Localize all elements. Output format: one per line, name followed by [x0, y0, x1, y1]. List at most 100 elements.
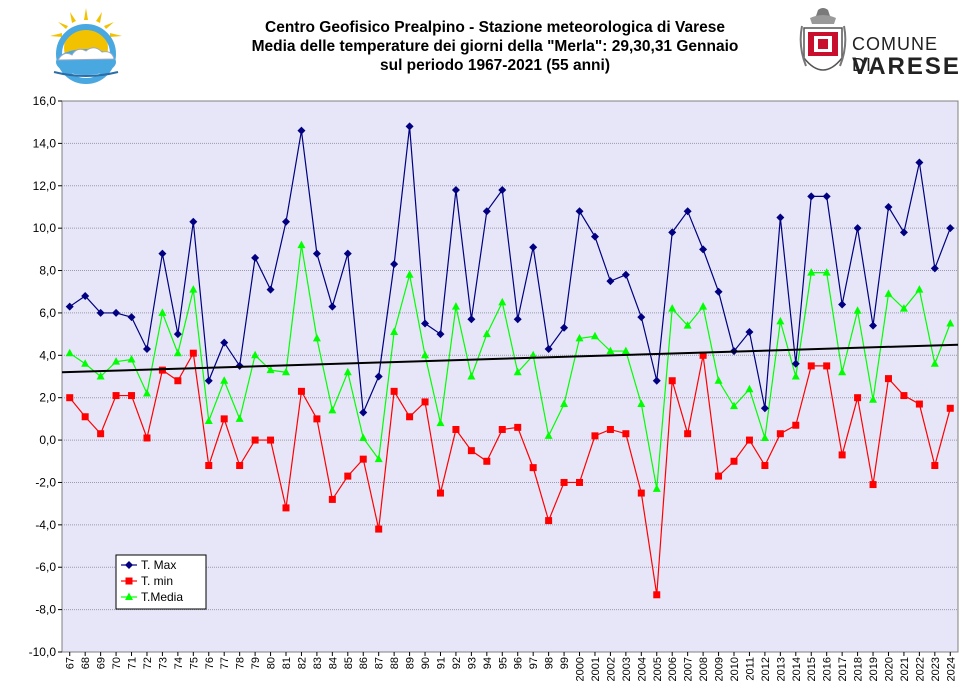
title-line-2: Media delle temperature dei giorni della… [251, 38, 739, 55]
data-point-tmedia [652, 484, 661, 492]
data-point-tmax [560, 323, 569, 332]
data-point-tmax [590, 232, 599, 241]
data-point-tmax [467, 315, 476, 324]
data-point-tmedia [560, 399, 569, 408]
data-point-tmax [421, 319, 430, 328]
data-point-tmedia [699, 302, 708, 310]
data-point-tmedia [266, 365, 275, 374]
data-point-tmax [142, 344, 151, 353]
x-tick-label: 2003 [621, 657, 633, 681]
data-point-tmin [267, 436, 275, 444]
data-point-tmin [205, 462, 213, 470]
y-tick-label: 2,0 [39, 391, 56, 405]
x-tick-label: 78 [235, 657, 247, 669]
data-point-tmedia [791, 372, 800, 380]
data-point-tmedia [760, 433, 769, 441]
data-point-tmedia [436, 418, 445, 427]
data-point-tmax [776, 213, 785, 222]
data-point-tmedia [421, 350, 430, 359]
data-point-tmin [684, 430, 692, 438]
x-tick-label: 93 [466, 657, 478, 669]
data-point-tmin [591, 432, 599, 440]
title-line-1: Centro Geofisico Prealpino - Stazione me… [265, 19, 725, 36]
data-point-tmedia [529, 350, 538, 359]
data-point-tmin [915, 400, 923, 408]
x-tick-label: 98 [544, 657, 556, 669]
legend-marker-tmin [125, 577, 133, 585]
chart-title: Centro Geofisico Prealpino - Stazione me… [190, 18, 800, 75]
data-point-tmax [606, 277, 615, 286]
x-tick-label: 75 [188, 657, 200, 669]
x-tick-label: 68 [80, 657, 92, 669]
data-point-tmedia [142, 388, 151, 397]
data-point-tmin [807, 362, 815, 370]
data-point-tmin [483, 457, 491, 465]
x-tick-label: 87 [374, 657, 386, 669]
x-tick-label: 81 [281, 657, 293, 669]
data-point-tmin [282, 504, 290, 512]
data-point-tmedia [899, 304, 908, 312]
data-point-tmin [81, 413, 89, 421]
data-point-tmedia [328, 405, 337, 414]
comune-label: COMUNE DI [852, 34, 938, 75]
data-point-tmin [128, 392, 136, 400]
x-tick-label: 2024 [945, 657, 957, 681]
data-point-tmax [405, 122, 414, 131]
varese-crest-icon [799, 8, 847, 71]
data-point-tmax [65, 302, 74, 311]
data-point-tmin [112, 392, 120, 400]
x-tick-label: 94 [482, 657, 494, 669]
data-point-tmin [946, 404, 954, 412]
data-point-tmax [621, 270, 630, 279]
data-point-tmedia [359, 433, 368, 441]
data-point-tmax [374, 372, 383, 381]
data-point-tmax [312, 249, 321, 258]
data-point-tmax [915, 158, 924, 167]
data-point-tmin [576, 478, 584, 486]
trend-line [61, 343, 959, 374]
x-tick-label: 2002 [605, 657, 617, 681]
x-tick-label: 77 [219, 657, 231, 669]
varese-label: VARESE [852, 53, 961, 80]
x-tick-label: 2001 [590, 657, 602, 681]
y-tick-label: 0,0 [39, 433, 56, 447]
data-point-tmin [884, 375, 892, 383]
data-point-tmedia [173, 348, 182, 357]
y-tick-label: 14,0 [33, 136, 57, 150]
data-point-tmin [421, 398, 429, 406]
x-tick-label: 95 [497, 657, 509, 669]
data-point-tmax [544, 344, 553, 353]
data-point-tmax [482, 207, 491, 216]
x-tick-label: 70 [111, 657, 123, 669]
data-point-tmin [560, 478, 568, 486]
data-point-tmin [637, 489, 645, 497]
data-point-tmin [297, 387, 305, 395]
data-point-tmax [189, 217, 198, 226]
data-point-tmax [359, 408, 368, 417]
title-line-3: sul periodo 1967-2021 (55 anni) [379, 57, 610, 74]
data-point-tmax [158, 249, 167, 258]
data-point-tmin [328, 495, 336, 503]
data-point-tmedia [390, 327, 399, 335]
data-point-tmax [266, 285, 275, 294]
data-point-tmin [606, 425, 614, 433]
data-point-tmin [174, 377, 182, 385]
data-point-tmedia [776, 316, 785, 325]
data-point-tmin [761, 462, 769, 470]
data-point-tmin [359, 455, 367, 463]
x-tick-label: 76 [204, 657, 216, 669]
y-tick-label: 16,0 [33, 94, 57, 108]
data-point-tmin [823, 362, 831, 370]
data-point-tmedia [513, 367, 522, 376]
data-point-tmin [900, 392, 908, 400]
x-tick-label: 84 [327, 657, 339, 669]
x-tick-label: 2006 [667, 657, 679, 681]
data-point-tmin [390, 387, 398, 395]
data-point-tmedia [714, 376, 723, 384]
data-point-tmax [173, 330, 182, 339]
y-tick-label: -4,0 [35, 518, 56, 532]
data-point-tmin [66, 394, 74, 402]
data-point-tmax [220, 338, 229, 347]
data-point-tmin [189, 349, 197, 357]
x-tick-label: 72 [142, 657, 154, 669]
